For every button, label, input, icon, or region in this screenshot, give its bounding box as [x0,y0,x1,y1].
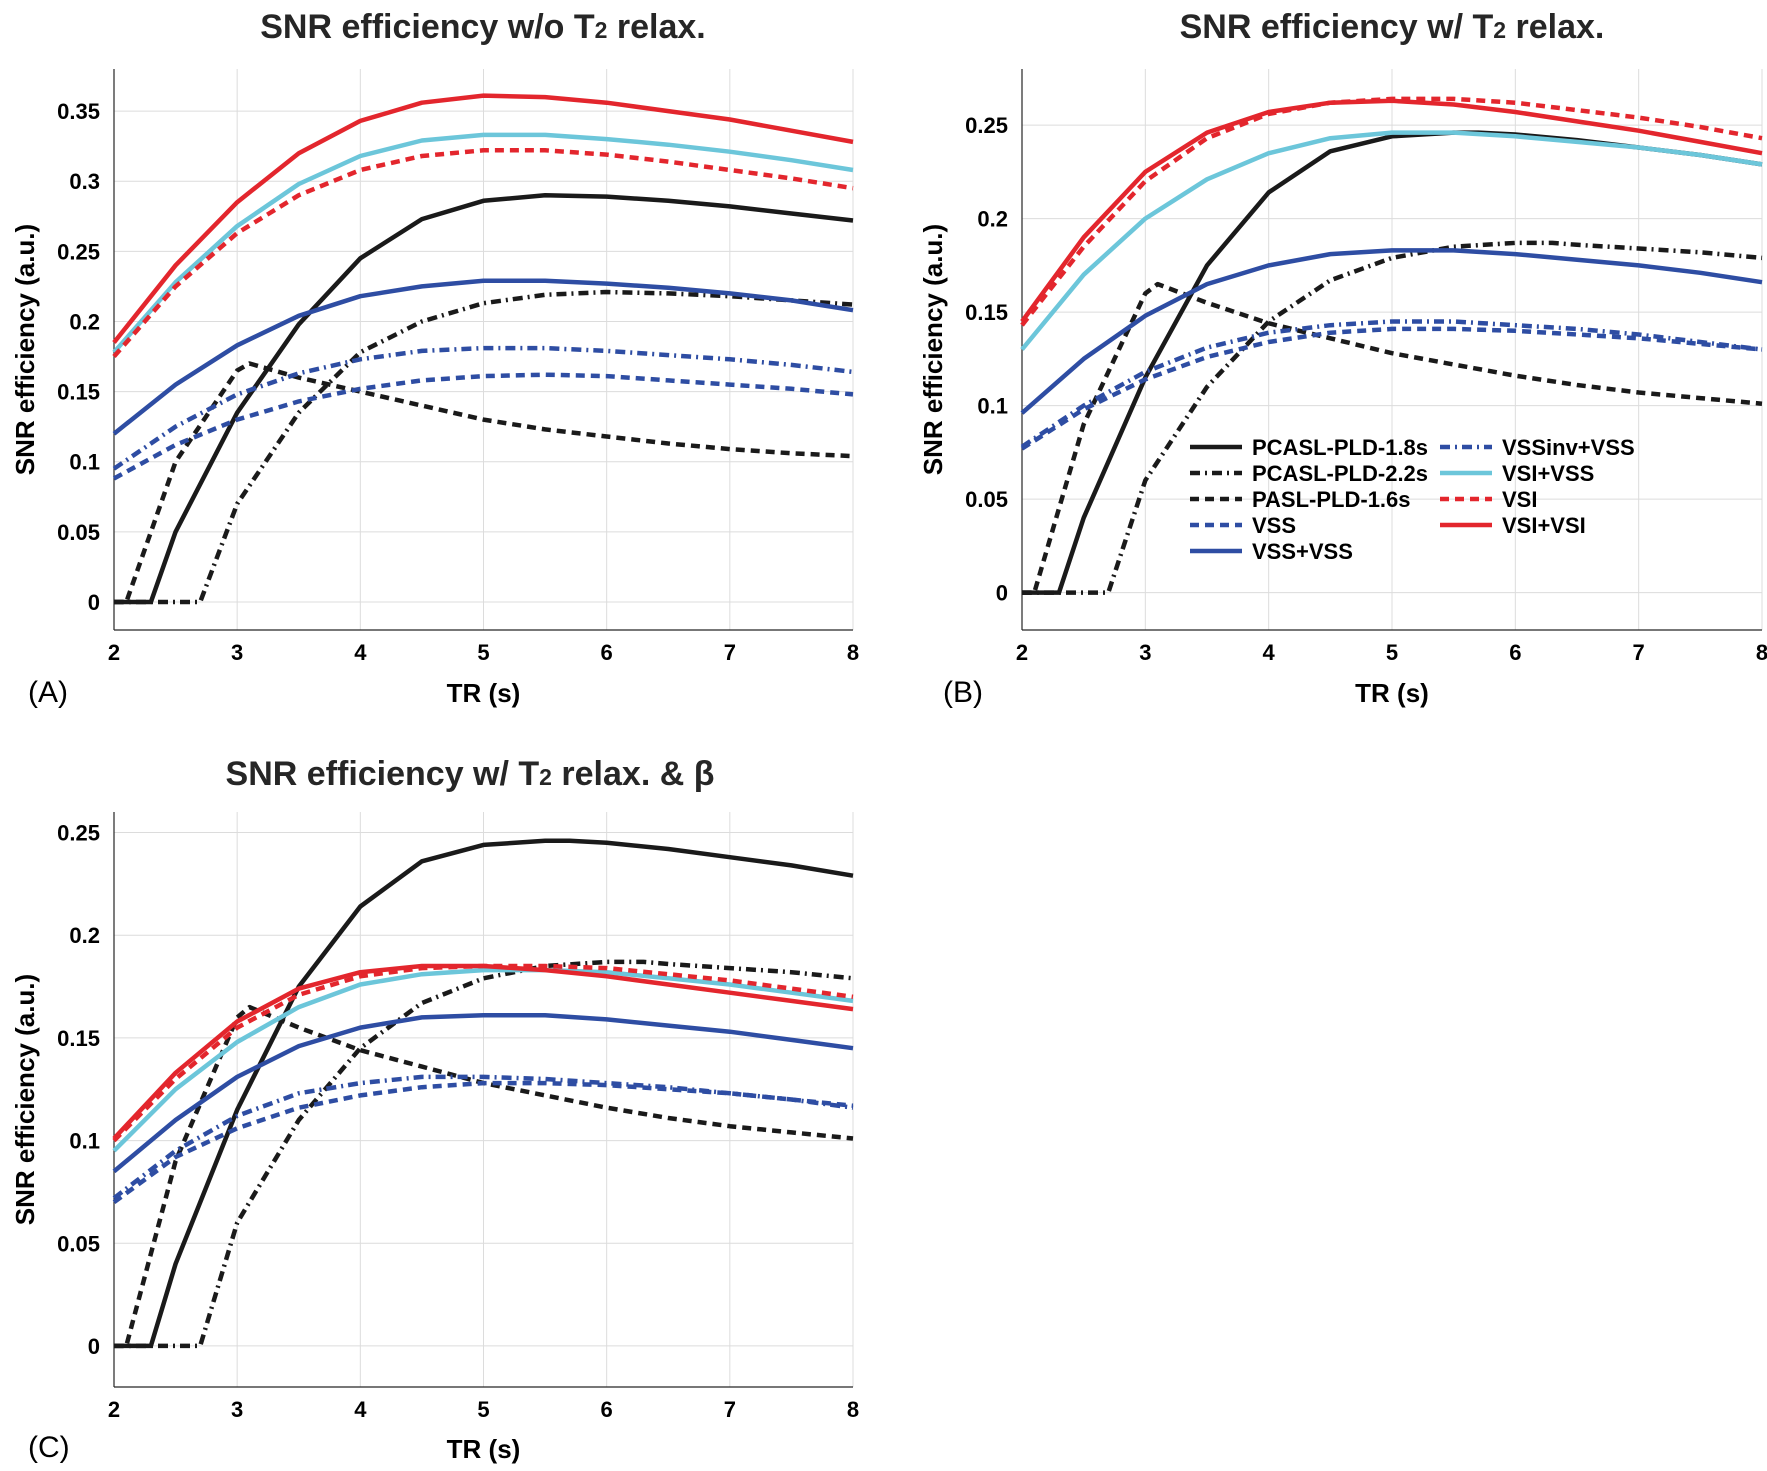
series-line-pcasl-pld-2-2s [114,289,854,605]
chart-title: SNR efficiency w/ T2 relax. [1180,8,1605,46]
x-axis-label: TR (s) [1355,678,1429,708]
x-axis-label: TR (s) [447,678,521,708]
series-line-vsi-vsi [112,93,854,344]
x-tick-label: 2 [108,640,120,665]
y-tick-label: 0.15 [57,1026,100,1051]
series-line-vssinv-vss [112,345,854,471]
legend-entry-label: PASL-PLD-1.6s [1252,487,1411,512]
x-tick-label: 2 [1016,640,1028,665]
chart-title-main: SNR efficiency w/ T [226,755,540,793]
x-tick-label: 4 [354,1397,367,1422]
y-tick-label: 0 [88,1334,100,1359]
panel-label: (B) [943,676,983,709]
chart-title-suffix: relax. [607,8,705,46]
x-tick-label: 8 [1756,640,1767,665]
x-tick-label: 5 [477,640,489,665]
series-line-vss-vss [112,1013,854,1174]
y-tick-label: 0.1 [69,450,100,475]
series-line-vss-vss [1020,248,1763,415]
chart-title-suffix: relax. & β [552,755,715,793]
series-line-vss [112,372,854,481]
x-tick-label: 3 [231,1397,243,1422]
y-tick-label: 0.3 [69,169,100,194]
y-tick-label: 0.05 [57,520,100,545]
y-tick-label: 0.2 [69,923,100,948]
series-line-vsi-vsi [112,963,854,1141]
chart-panel-1: 2 3 4 5 6 7 8 0 0.05 0.1 0.15 0.2 0.25 0.3 0.35 SNR eff… [10,8,859,709]
x-axis-label: TR (s) [447,1434,521,1464]
chart-title: SNR efficiency w/ T2 relax. & β [226,755,715,793]
legend-entry-label: VSI+VSS [1502,461,1594,486]
y-tick-label: 0 [996,581,1008,606]
legend-entry-label: PCASL-PLD-1.8s [1252,435,1428,460]
series-line-vssinv-vss [1020,319,1763,449]
legend-entry-label: VSS+VSS [1252,539,1353,564]
series-line-vss [112,1080,854,1205]
y-axis-label: SNR efficiency (a.u.) [10,974,40,1225]
y-tick-label: 0.05 [57,1231,100,1256]
legend-entry-label: VSSinv+VSS [1502,435,1635,460]
legend-entry-label: PCASL-PLD-2.2s [1252,461,1428,486]
x-tick-label: 8 [847,640,859,665]
chart-title-suffix: relax. [1506,8,1604,46]
series-line-vssinv-vss [112,1074,854,1200]
y-tick-label: 0.05 [965,487,1008,512]
series-line-vss [1020,326,1763,451]
y-tick-label: 0.35 [57,99,100,124]
x-tick-label: 5 [1386,640,1398,665]
y-tick-label: 0.15 [965,300,1008,325]
series-line-vsi-vss [112,967,854,1153]
y-tick-label: 0 [88,590,100,615]
panel-label: (C) [28,1431,70,1464]
chart-title-subscript: 2 [539,764,552,790]
x-tick-label: 6 [1509,640,1521,665]
series-line-vsi-vss [112,132,854,354]
x-tick-label: 5 [477,1397,489,1422]
y-tick-label: 0.2 [977,207,1008,232]
y-tick-label: 0.2 [69,309,100,334]
x-tick-label: 2 [108,1397,120,1422]
legend-entry-label: VSS [1252,513,1296,538]
series-line-pasl-pld-1-6s [114,361,854,605]
y-tick-label: 0.1 [977,394,1008,419]
x-tick-label: 6 [601,1397,613,1422]
x-tick-label: 3 [1139,640,1151,665]
series-line-vsi-vsi [1020,98,1763,323]
series-line-vsi-vss [1020,130,1763,351]
y-axis-label: SNR efficiency (a.u.) [10,224,40,475]
y-tick-label: 0.1 [69,1129,100,1154]
legend-entry-label: VSI+VSI [1502,513,1586,538]
series-line-vsi [112,148,854,358]
chart-title-main: SNR efficiency w/o T [260,8,595,46]
series-line-pcasl-pld-1-8s [114,838,854,1349]
chart-title-main: SNR efficiency w/ T [1180,8,1494,46]
x-tick-label: 7 [1633,640,1645,665]
x-tick-label: 3 [231,640,243,665]
series-line-pasl-pld-1-6s [114,1004,854,1349]
series-line-pcasl-pld-1-8s [114,192,854,605]
x-tick-label: 8 [847,1397,859,1422]
x-tick-label: 7 [724,1397,736,1422]
chart-title-subscript: 2 [595,17,608,43]
chart-panel-2: 2 3 4 5 6 7 8 0 0.05 0.1 0.15 0.2 0.25 SNR efficiency… [918,8,1767,709]
x-tick-label: 7 [724,640,736,665]
series-line-vss-vss [112,278,854,436]
legend-entry-label: VSI [1502,487,1537,512]
y-tick-label: 0.15 [57,380,100,405]
y-axis-label: SNR efficiency (a.u.) [918,224,948,475]
x-tick-label: 4 [354,640,367,665]
series-line-pasl-pld-1-6s [1022,281,1763,595]
legend: PCASL-PLD-1.8sPCASL-PLD-2.2sPASL-PLD-1.6… [1190,435,1635,564]
chart-title: SNR efficiency w/o T2 relax. [260,8,706,46]
chart-panel-3: 2 3 4 5 6 7 8 0 0.05 0.1 0.15 0.2 0.25 SNR efficiency… [10,755,859,1464]
chart-title-subscript: 2 [1493,17,1506,43]
y-tick-label: 0.25 [57,239,100,264]
y-tick-label: 0.25 [965,113,1008,138]
x-tick-label: 4 [1263,640,1276,665]
panel-label: (A) [28,676,68,709]
y-tick-label: 0.25 [57,821,100,846]
x-tick-label: 6 [601,640,613,665]
